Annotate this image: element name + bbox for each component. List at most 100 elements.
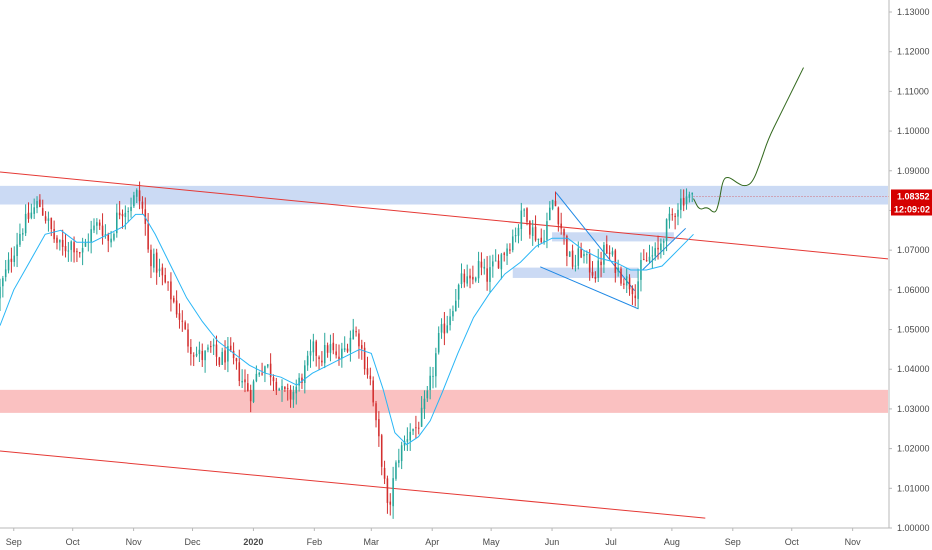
candle-body	[192, 355, 195, 357]
candle-body	[372, 380, 374, 403]
time-tick-label: Apr	[425, 537, 439, 547]
candle	[24, 204, 27, 237]
candle-body	[651, 255, 654, 257]
candle-body	[172, 298, 175, 302]
candle	[116, 203, 118, 238]
candle	[631, 285, 634, 305]
candle	[323, 332, 326, 369]
candle-body	[349, 337, 352, 352]
candle	[489, 255, 491, 293]
candle	[249, 384, 252, 413]
candle-body	[429, 375, 431, 391]
candle	[651, 246, 654, 269]
candle-body	[116, 212, 118, 234]
candle	[486, 256, 488, 291]
candle-body	[617, 267, 619, 272]
candle	[537, 238, 540, 248]
candle-body	[472, 276, 474, 280]
candle	[497, 254, 500, 269]
candle	[41, 199, 44, 216]
candle	[674, 213, 676, 230]
candle	[671, 208, 674, 221]
candle-body	[469, 275, 471, 279]
candle-body	[574, 265, 577, 267]
candle-body	[611, 251, 614, 255]
candle-body	[531, 227, 534, 237]
current-price-badge: 1.08352 12:09:02	[891, 189, 932, 216]
candle	[511, 229, 514, 253]
candle-body	[452, 311, 454, 317]
candle-body	[614, 250, 617, 273]
candle-body	[477, 260, 480, 279]
candle	[275, 377, 278, 396]
candle	[580, 242, 582, 259]
candle-body	[563, 229, 565, 236]
candle	[318, 355, 320, 370]
candle-body	[577, 248, 580, 266]
current-price-label: 1.08352	[897, 191, 930, 201]
candle	[36, 196, 38, 214]
candle-body	[178, 313, 181, 320]
candle	[295, 379, 298, 405]
candle-body	[628, 277, 631, 290]
candle-body	[272, 377, 275, 382]
candle-body	[235, 358, 238, 362]
candle-body	[455, 300, 457, 311]
candle	[96, 218, 98, 235]
candle-body	[540, 237, 543, 242]
candle	[264, 365, 266, 383]
candle	[423, 390, 426, 419]
candle-body	[511, 236, 514, 251]
candle	[133, 191, 135, 209]
candle	[247, 373, 249, 392]
candle-body	[668, 213, 671, 221]
candle-body	[138, 190, 141, 202]
candle	[574, 254, 577, 272]
candle-body	[289, 389, 292, 400]
time-tick-label: Sep	[725, 537, 741, 547]
candle	[349, 330, 352, 362]
candle	[343, 336, 346, 353]
time-tick-label: Jun	[545, 537, 560, 547]
candle	[628, 274, 631, 296]
candle-body	[261, 373, 263, 375]
candle-body	[198, 349, 201, 355]
candle-body	[358, 333, 360, 347]
candle-body	[22, 233, 24, 235]
candle	[369, 367, 372, 386]
candle-body	[645, 260, 648, 262]
candle-body	[620, 268, 622, 284]
candle-body	[514, 235, 517, 237]
candle-body	[395, 462, 397, 479]
candle-body	[84, 242, 87, 247]
candle-body	[537, 238, 540, 240]
candle-body	[229, 345, 232, 351]
candle	[338, 344, 340, 366]
candle	[682, 189, 685, 212]
candle	[138, 181, 141, 210]
candle	[190, 339, 192, 366]
candle	[306, 350, 309, 371]
candle-body	[500, 254, 503, 270]
candle	[286, 383, 289, 401]
candle-body	[207, 347, 209, 350]
candle	[164, 267, 167, 284]
candle-body	[389, 501, 392, 505]
candle	[19, 223, 21, 247]
candle	[432, 367, 434, 389]
candle	[586, 250, 588, 264]
time-tick-label: Oct	[785, 537, 800, 547]
candle	[135, 188, 138, 204]
time-tick-label: Dec	[185, 537, 202, 547]
candle	[315, 339, 317, 367]
support-zone-upper	[552, 232, 674, 242]
candle-body	[489, 267, 491, 282]
candle	[170, 272, 172, 312]
candle-body	[406, 439, 409, 442]
time-tick-label: Nov	[126, 537, 143, 547]
candle-body	[284, 386, 286, 390]
candle-body	[98, 222, 101, 226]
candle	[403, 435, 406, 451]
